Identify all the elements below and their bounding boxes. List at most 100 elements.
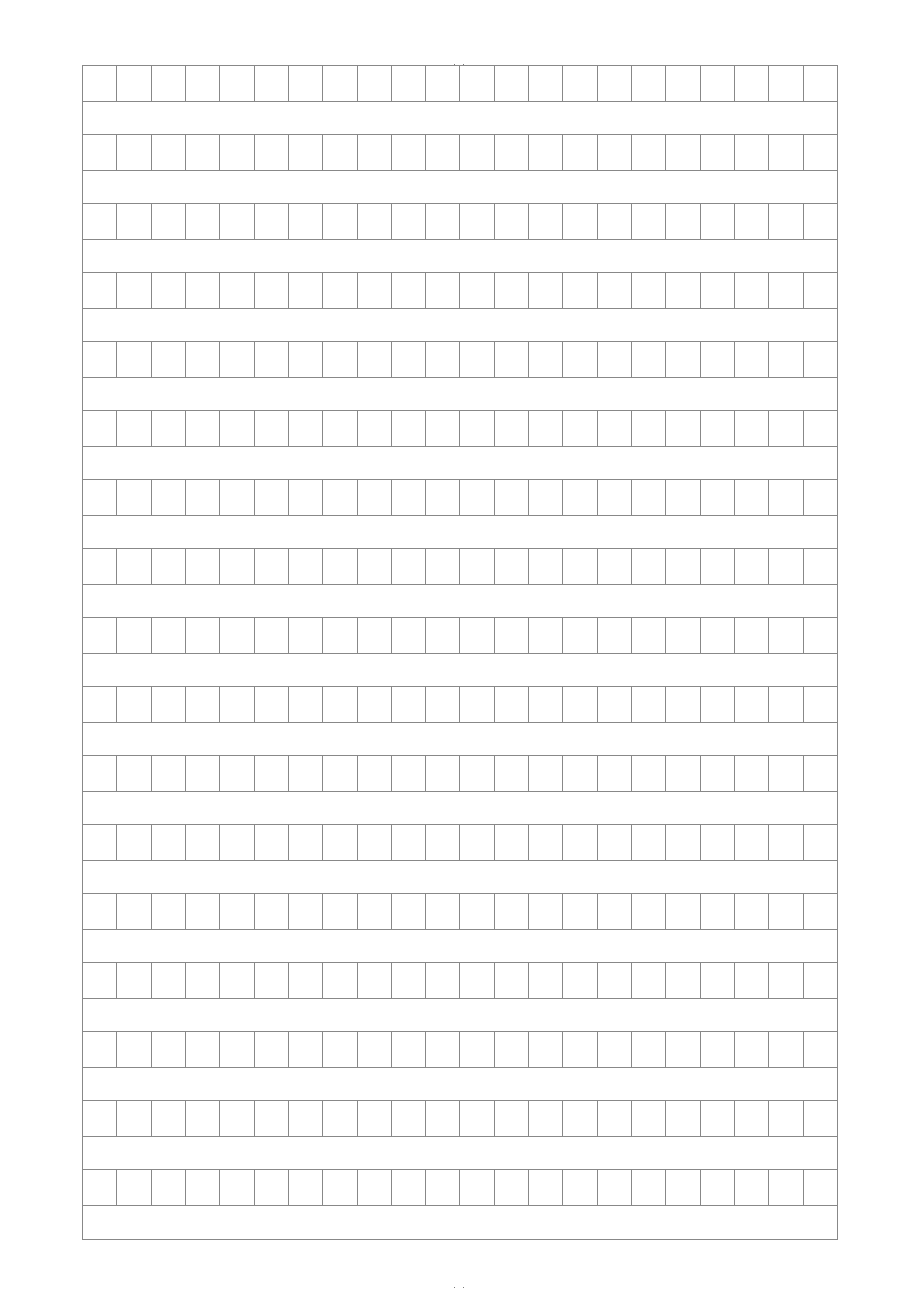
grid-cell — [460, 687, 494, 722]
grid-cell — [358, 411, 392, 446]
grid-cell — [220, 342, 254, 377]
grid-cell — [495, 411, 529, 446]
grid-cell — [632, 135, 666, 170]
grid-cell — [255, 66, 289, 101]
grid-cell — [769, 1101, 803, 1136]
grid-spacer-row — [83, 723, 837, 756]
grid-cell — [495, 549, 529, 584]
grid-cell — [117, 549, 151, 584]
grid-cell — [323, 480, 357, 515]
grid-cell — [769, 963, 803, 998]
grid-spacer-row — [83, 102, 837, 135]
grid-cell — [632, 411, 666, 446]
grid-cell — [804, 135, 837, 170]
grid-cell — [83, 273, 117, 308]
grid-cell — [598, 1170, 632, 1205]
grid-cell — [426, 549, 460, 584]
grid-cell — [701, 618, 735, 653]
grid-cell — [460, 825, 494, 860]
grid-cell — [426, 756, 460, 791]
grid-cell — [220, 1101, 254, 1136]
grid-cell — [529, 273, 563, 308]
grid-cell — [186, 549, 220, 584]
grid-cell — [186, 825, 220, 860]
grid-cell — [563, 135, 597, 170]
grid-cell — [495, 756, 529, 791]
grid-cell — [701, 894, 735, 929]
grid-cell — [804, 66, 837, 101]
grid-spacer-row — [83, 1137, 837, 1170]
grid-cell — [563, 273, 597, 308]
grid-cell — [460, 411, 494, 446]
grid-cell — [289, 963, 323, 998]
grid-cell — [804, 342, 837, 377]
grid-cell — [392, 342, 426, 377]
grid-cell — [83, 756, 117, 791]
grid-cell — [289, 1170, 323, 1205]
grid-spacer-row — [83, 930, 837, 963]
grid-cell — [426, 894, 460, 929]
grid-spacer-row — [83, 1068, 837, 1101]
grid-cell — [117, 1170, 151, 1205]
grid-cell — [563, 204, 597, 239]
grid-cell — [83, 1032, 117, 1067]
grid-cell — [358, 894, 392, 929]
grid-cell — [255, 687, 289, 722]
grid-row-pair — [83, 204, 837, 273]
grid-cell — [186, 894, 220, 929]
grid-cell — [495, 204, 529, 239]
grid-cell — [392, 687, 426, 722]
grid-row-pair — [83, 480, 837, 549]
grid-cell — [804, 480, 837, 515]
grid-cell — [598, 963, 632, 998]
grid-cell — [460, 1101, 494, 1136]
grid-cell — [666, 756, 700, 791]
grid-cell — [632, 825, 666, 860]
grid-cell — [117, 273, 151, 308]
grid-cell-row — [83, 618, 837, 654]
grid-cell — [495, 963, 529, 998]
grid-cell — [392, 963, 426, 998]
grid-cell — [255, 1170, 289, 1205]
grid-cell-row — [83, 411, 837, 447]
grid-cell — [83, 687, 117, 722]
grid-cell — [358, 342, 392, 377]
grid-cell-row — [83, 273, 837, 309]
grid-cell — [289, 1032, 323, 1067]
grid-cell — [186, 1032, 220, 1067]
grid-cell — [529, 618, 563, 653]
grid-cell — [186, 273, 220, 308]
grid-cell — [598, 480, 632, 515]
grid-cell — [804, 204, 837, 239]
grid-cell — [392, 1170, 426, 1205]
grid-cell — [117, 411, 151, 446]
grid-cell — [83, 204, 117, 239]
grid-spacer-row — [83, 999, 837, 1032]
grid-cell — [529, 1032, 563, 1067]
grid-cell — [769, 135, 803, 170]
grid-cell — [460, 1032, 494, 1067]
grid-cell — [358, 1101, 392, 1136]
grid-cell — [358, 66, 392, 101]
grid-cell — [289, 894, 323, 929]
grid-cell — [563, 480, 597, 515]
grid-cell — [804, 549, 837, 584]
grid-cell — [117, 618, 151, 653]
grid-cell — [152, 204, 186, 239]
grid-cell — [701, 1170, 735, 1205]
grid-cell — [152, 66, 186, 101]
grid-spacer-row — [83, 861, 837, 894]
grid-cell — [220, 756, 254, 791]
grid-cell — [152, 1032, 186, 1067]
grid-cell — [460, 894, 494, 929]
grid-cell — [666, 411, 700, 446]
grid-cell — [220, 204, 254, 239]
grid-cell — [666, 825, 700, 860]
grid-cell — [804, 756, 837, 791]
grid-cell — [358, 549, 392, 584]
grid-cell — [460, 963, 494, 998]
grid-cell — [289, 204, 323, 239]
grid-cell — [392, 894, 426, 929]
grid-row-pair — [83, 1101, 837, 1170]
grid-cell — [83, 1101, 117, 1136]
